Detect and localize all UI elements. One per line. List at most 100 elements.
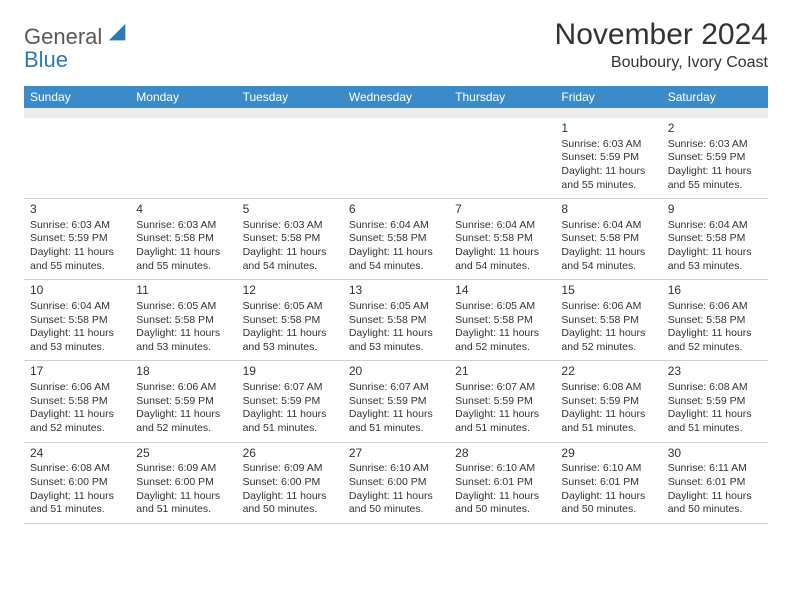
day-number: 1	[561, 121, 655, 137]
day-detail-line: Daylight: 11 hours	[136, 490, 230, 504]
day-detail-line: Daylight: 11 hours	[561, 165, 655, 179]
day-detail-line: Sunset: 5:58 PM	[455, 232, 549, 246]
day-detail-line: Sunrise: 6:05 AM	[243, 300, 337, 314]
day-header-cell: Friday	[555, 86, 661, 108]
day-number: 11	[136, 283, 230, 299]
week-row: 17Sunrise: 6:06 AMSunset: 5:58 PMDayligh…	[24, 361, 768, 442]
day-detail-line: Sunset: 5:59 PM	[561, 395, 655, 409]
day-detail-line: and 50 minutes.	[243, 503, 337, 517]
day-detail-line: Sunset: 5:59 PM	[243, 395, 337, 409]
day-detail-line: and 51 minutes.	[349, 422, 443, 436]
day-detail-line: and 53 minutes.	[668, 260, 762, 274]
logo: General Blue	[24, 18, 129, 72]
day-cell: 11Sunrise: 6:05 AMSunset: 5:58 PMDayligh…	[130, 280, 236, 360]
day-detail-line: Sunset: 5:58 PM	[668, 314, 762, 328]
day-number: 7	[455, 202, 549, 218]
day-detail-line: Sunset: 5:59 PM	[136, 395, 230, 409]
day-detail-line: Sunrise: 6:03 AM	[243, 219, 337, 233]
day-number: 2	[668, 121, 762, 137]
day-detail-line: Daylight: 11 hours	[668, 490, 762, 504]
day-header-cell: Monday	[130, 86, 236, 108]
day-detail-line: Sunrise: 6:05 AM	[136, 300, 230, 314]
day-detail-line: Sunrise: 6:06 AM	[561, 300, 655, 314]
day-detail-line: Sunset: 5:59 PM	[30, 232, 124, 246]
day-detail-line: Sunset: 6:00 PM	[243, 476, 337, 490]
day-detail-line: and 52 minutes.	[455, 341, 549, 355]
empty-cell	[24, 118, 130, 198]
day-detail-line: Sunrise: 6:03 AM	[30, 219, 124, 233]
day-number: 10	[30, 283, 124, 299]
day-detail-line: Daylight: 11 hours	[136, 246, 230, 260]
day-cell: 8Sunrise: 6:04 AMSunset: 5:58 PMDaylight…	[555, 199, 661, 279]
day-detail-line: Sunrise: 6:04 AM	[349, 219, 443, 233]
day-number: 15	[561, 283, 655, 299]
day-detail-line: Sunset: 5:58 PM	[243, 232, 337, 246]
day-detail-line: Sunrise: 6:06 AM	[668, 300, 762, 314]
title-block: November 2024 Bouboury, Ivory Coast	[555, 18, 768, 72]
day-detail-line: Daylight: 11 hours	[136, 408, 230, 422]
day-detail-line: and 53 minutes.	[349, 341, 443, 355]
day-detail-line: and 50 minutes.	[455, 503, 549, 517]
day-cell: 20Sunrise: 6:07 AMSunset: 5:59 PMDayligh…	[343, 361, 449, 441]
day-detail-line: and 52 minutes.	[30, 422, 124, 436]
day-number: 13	[349, 283, 443, 299]
day-detail-line: Sunset: 5:58 PM	[349, 232, 443, 246]
day-number: 29	[561, 446, 655, 462]
empty-cell	[343, 118, 449, 198]
day-detail-line: and 50 minutes.	[668, 503, 762, 517]
day-detail-line: and 50 minutes.	[561, 503, 655, 517]
day-cell: 22Sunrise: 6:08 AMSunset: 5:59 PMDayligh…	[555, 361, 661, 441]
day-cell: 1Sunrise: 6:03 AMSunset: 5:59 PMDaylight…	[555, 118, 661, 198]
day-detail-line: and 55 minutes.	[561, 179, 655, 193]
day-detail-line: Daylight: 11 hours	[561, 327, 655, 341]
day-detail-line: Sunrise: 6:09 AM	[243, 462, 337, 476]
day-detail-line: Sunset: 6:00 PM	[136, 476, 230, 490]
day-detail-line: Sunset: 6:01 PM	[668, 476, 762, 490]
day-detail-line: Sunset: 5:58 PM	[561, 314, 655, 328]
day-detail-line: Sunrise: 6:10 AM	[561, 462, 655, 476]
location: Bouboury, Ivory Coast	[555, 54, 768, 72]
day-detail-line: and 53 minutes.	[30, 341, 124, 355]
day-detail-line: Daylight: 11 hours	[561, 408, 655, 422]
day-detail-line: Daylight: 11 hours	[455, 246, 549, 260]
day-detail-line: and 51 minutes.	[30, 503, 124, 517]
day-detail-line: Sunset: 6:01 PM	[455, 476, 549, 490]
day-detail-line: and 54 minutes.	[561, 260, 655, 274]
logo-word-2: Blue	[24, 47, 68, 72]
empty-cell	[449, 118, 555, 198]
day-number: 20	[349, 364, 443, 380]
day-detail-line: and 51 minutes.	[668, 422, 762, 436]
day-header-cell: Tuesday	[237, 86, 343, 108]
day-detail-line: Sunrise: 6:06 AM	[136, 381, 230, 395]
day-cell: 3Sunrise: 6:03 AMSunset: 5:59 PMDaylight…	[24, 199, 130, 279]
day-detail-line: and 52 minutes.	[668, 341, 762, 355]
day-detail-line: Sunset: 5:58 PM	[243, 314, 337, 328]
day-cell: 29Sunrise: 6:10 AMSunset: 6:01 PMDayligh…	[555, 443, 661, 523]
day-number: 19	[243, 364, 337, 380]
day-detail-line: Sunrise: 6:08 AM	[30, 462, 124, 476]
day-number: 3	[30, 202, 124, 218]
day-cell: 24Sunrise: 6:08 AMSunset: 6:00 PMDayligh…	[24, 443, 130, 523]
day-number: 4	[136, 202, 230, 218]
day-cell: 5Sunrise: 6:03 AMSunset: 5:58 PMDaylight…	[237, 199, 343, 279]
week-row: 10Sunrise: 6:04 AMSunset: 5:58 PMDayligh…	[24, 280, 768, 361]
day-detail-line: Sunrise: 6:08 AM	[561, 381, 655, 395]
day-detail-line: Daylight: 11 hours	[243, 490, 337, 504]
empty-cell	[130, 118, 236, 198]
logo-text: General Blue	[24, 22, 129, 72]
day-detail-line: Sunset: 5:58 PM	[30, 314, 124, 328]
day-cell: 4Sunrise: 6:03 AMSunset: 5:58 PMDaylight…	[130, 199, 236, 279]
day-cell: 15Sunrise: 6:06 AMSunset: 5:58 PMDayligh…	[555, 280, 661, 360]
day-detail-line: Sunset: 5:59 PM	[455, 395, 549, 409]
day-cell: 26Sunrise: 6:09 AMSunset: 6:00 PMDayligh…	[237, 443, 343, 523]
day-detail-line: Sunrise: 6:06 AM	[30, 381, 124, 395]
day-detail-line: Daylight: 11 hours	[668, 327, 762, 341]
day-number: 23	[668, 364, 762, 380]
day-detail-line: Daylight: 11 hours	[349, 246, 443, 260]
day-cell: 14Sunrise: 6:05 AMSunset: 5:58 PMDayligh…	[449, 280, 555, 360]
day-detail-line: Daylight: 11 hours	[136, 327, 230, 341]
day-detail-line: Sunrise: 6:07 AM	[455, 381, 549, 395]
day-detail-line: Daylight: 11 hours	[349, 327, 443, 341]
day-header-cell: Sunday	[24, 86, 130, 108]
day-detail-line: Sunrise: 6:07 AM	[349, 381, 443, 395]
